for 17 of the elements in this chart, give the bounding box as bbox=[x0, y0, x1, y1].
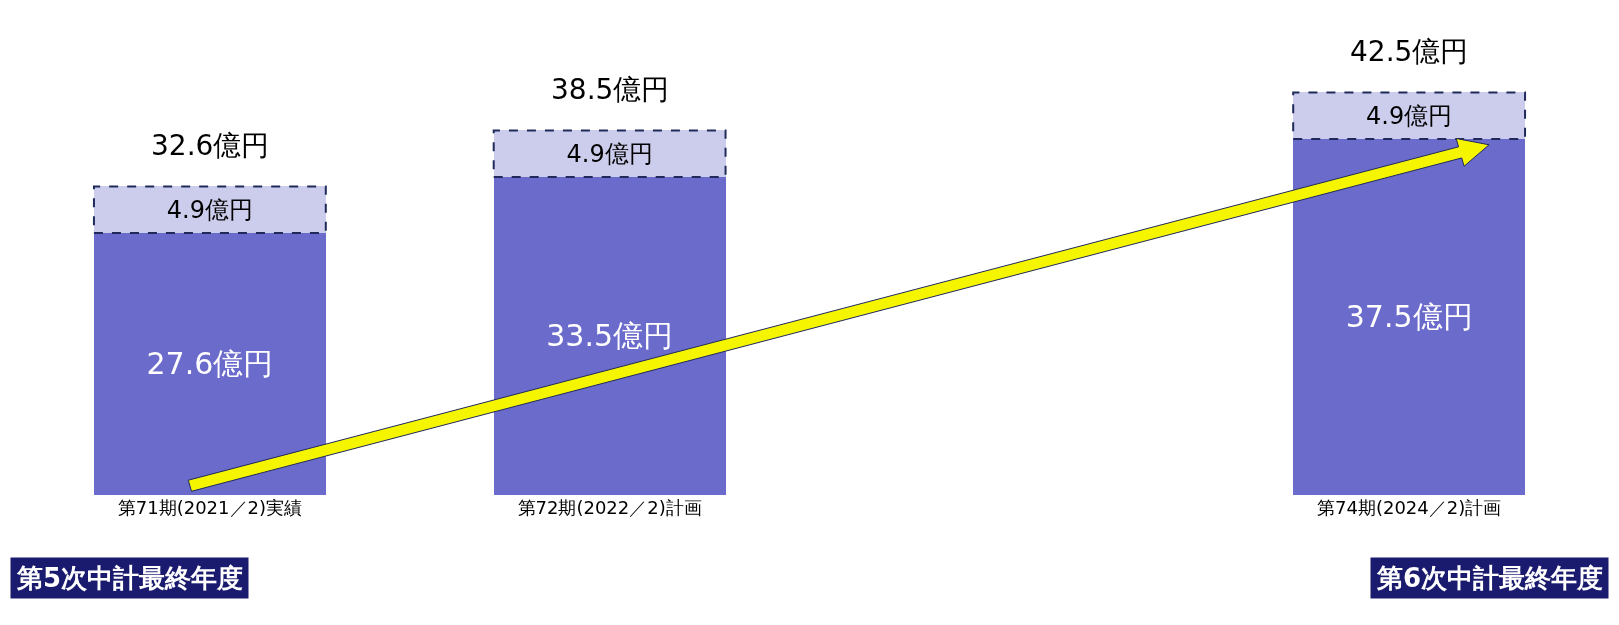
x-tick-label: 第71期(2021／2)実績 bbox=[117, 497, 302, 518]
bar bbox=[1293, 138, 1526, 495]
bar bbox=[493, 176, 726, 495]
bar bbox=[93, 232, 326, 495]
data-label: 4.9億円 bbox=[566, 139, 653, 168]
x-tick-label: 第72期(2022／2)計画 bbox=[517, 497, 702, 518]
x-tick-label: 第74期(2024／2)計画 bbox=[1317, 497, 1502, 518]
text: 第5次中計最終年度 bbox=[16, 563, 244, 593]
data-label: 27.6億円 bbox=[146, 346, 274, 382]
total-label: 38.5億円 bbox=[551, 73, 670, 106]
total-label: 32.6億円 bbox=[151, 129, 270, 162]
data-label: 4.9億円 bbox=[166, 195, 253, 224]
data-label: 37.5億円 bbox=[1345, 299, 1473, 335]
total-label: 42.5億円 bbox=[1350, 35, 1469, 68]
data-label: 4.9億円 bbox=[1366, 101, 1453, 130]
text: 第6次中計最終年度 bbox=[1376, 563, 1604, 593]
data-label: 33.5億円 bbox=[546, 318, 674, 354]
